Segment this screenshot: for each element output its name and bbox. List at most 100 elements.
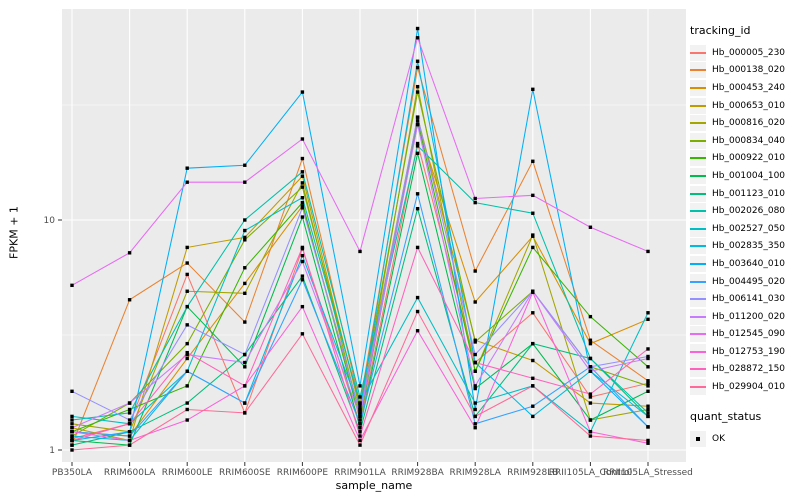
- data-point: [358, 434, 362, 438]
- legend-key: [690, 185, 706, 202]
- data-point: [646, 384, 650, 388]
- data-point: [588, 356, 593, 361]
- data-point: [415, 141, 420, 146]
- data-point: [70, 389, 74, 393]
- data-point: [300, 274, 305, 278]
- legend-item-label: Hb_000816_020: [712, 118, 786, 129]
- legend-item: Hb_000453_240: [690, 79, 785, 97]
- legend-item-label: Hb_001123_010: [712, 188, 786, 199]
- data-point: [185, 341, 189, 346]
- data-point: [415, 329, 420, 333]
- legend-key: [690, 273, 706, 290]
- data-point: [127, 434, 132, 438]
- data-point: [646, 365, 650, 369]
- data-point: [646, 381, 650, 385]
- data-point: [358, 249, 362, 254]
- data-point: [588, 365, 593, 369]
- data-point: [646, 356, 650, 361]
- legend-item-label: Hb_004495_020: [712, 276, 786, 287]
- data-point: [243, 291, 247, 296]
- data-point: [127, 418, 132, 422]
- data-point: [243, 281, 247, 286]
- legend-key: [690, 308, 706, 325]
- data-point: [646, 407, 650, 412]
- data-point: [473, 196, 477, 201]
- data-point: [185, 407, 189, 412]
- legend-item-label: Hb_002835_350: [712, 241, 786, 252]
- data-point: [358, 404, 362, 408]
- data-point: [358, 422, 362, 426]
- legend-item: Hb_000922_010: [690, 150, 785, 168]
- x-tick-label: RRIM901LA: [334, 468, 386, 478]
- data-point: [588, 338, 593, 342]
- data-point: [243, 411, 247, 415]
- data-point: [70, 443, 74, 447]
- data-point: [243, 365, 247, 369]
- x-tick-label: RRIM600LE: [162, 468, 213, 478]
- data-point: [415, 309, 420, 314]
- legend-key-line: [690, 350, 706, 353]
- quant-status-legend-items: OK: [690, 430, 785, 448]
- data-point: [473, 369, 477, 373]
- data-point: [70, 448, 74, 452]
- quant-status-label: OK: [712, 433, 725, 444]
- data-point: [70, 283, 74, 288]
- data-point: [127, 438, 132, 443]
- legend-key: [690, 220, 706, 237]
- data-point: [588, 341, 593, 346]
- legend: tracking_id Hb_000005_230 Hb_000138_020 Hb…: [690, 24, 785, 447]
- legend-key-line: [690, 262, 706, 265]
- legend-key-line: [690, 245, 706, 248]
- data-point: [646, 249, 650, 254]
- data-point: [185, 356, 189, 361]
- data-point: [588, 401, 593, 405]
- data-point: [243, 163, 247, 167]
- data-point: [127, 430, 132, 434]
- data-point: [358, 411, 362, 415]
- data-point: [588, 418, 593, 422]
- data-point: [473, 360, 477, 365]
- legend-key-line: [690, 86, 706, 89]
- legend-key: [690, 361, 706, 378]
- data-point: [300, 206, 305, 210]
- data-point: [70, 422, 74, 426]
- y-tick-label: 1: [49, 446, 55, 456]
- data-point: [70, 434, 74, 438]
- legend-item-label: Hb_000005_230: [712, 47, 786, 58]
- data-point: [185, 323, 189, 327]
- legend-key: [690, 150, 706, 167]
- legend-key: [690, 62, 706, 79]
- legend-item-label: Hb_001004_100: [712, 170, 786, 181]
- data-point: [646, 411, 650, 415]
- data-point: [646, 389, 650, 393]
- data-point: [185, 261, 189, 265]
- legend-key-line: [690, 104, 706, 107]
- data-point: [358, 384, 362, 388]
- legend-key-line: [690, 386, 706, 389]
- legend-key: [690, 44, 706, 61]
- data-point: [243, 235, 247, 240]
- data-point: [70, 426, 74, 430]
- data-point: [243, 266, 247, 270]
- legend-item: Hb_000653_010: [690, 97, 785, 115]
- data-point: [300, 196, 305, 200]
- legend-key-line: [690, 174, 706, 177]
- data-point: [300, 259, 305, 264]
- data-point: [415, 192, 420, 196]
- data-point: [300, 185, 305, 189]
- data-point: [531, 311, 535, 315]
- data-point: [358, 407, 362, 412]
- data-point: [127, 407, 132, 412]
- legend-item-label: Hb_012545_090: [712, 329, 786, 340]
- data-point: [185, 245, 189, 250]
- legend-key: [690, 203, 706, 220]
- legend-item-label: Hb_000922_010: [712, 153, 786, 164]
- data-point: [300, 332, 305, 336]
- data-point: [473, 422, 477, 426]
- data-point: [531, 245, 535, 250]
- data-point: [473, 414, 477, 419]
- data-point: [588, 225, 593, 229]
- legend-item: Hb_002527_050: [690, 220, 785, 238]
- legend-key-line: [690, 122, 706, 125]
- x-tick-label: PB350LA: [52, 468, 93, 478]
